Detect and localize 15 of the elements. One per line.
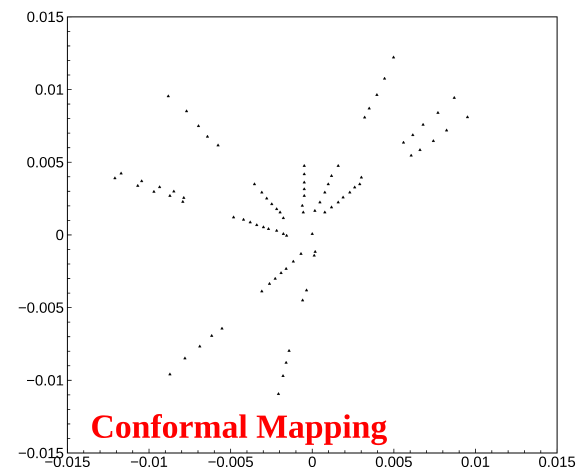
x-tick-label: −0.01 [130,456,168,467]
x-tick-label: −0.005 [208,456,253,467]
x-tick-label: 0 [308,456,316,467]
y-tick-label: 0.01 [36,84,64,95]
y-tick-label: −0.005 [18,302,64,313]
y-tick-label: 0 [56,229,64,240]
x-tick-label: −0.015 [45,456,90,467]
x-tick-label: 0.01 [462,456,490,467]
y-tick-label: −0.01 [27,374,64,386]
y-tick-label: 0.015 [27,11,64,22]
y-tick-label: 0.005 [27,156,64,168]
x-tick-label: 0.015 [539,456,576,467]
y-tick-label: −0.015 [18,448,64,458]
annotation: Conformal Mapping [92,414,387,445]
x-tick-label: 0.005 [376,456,412,467]
